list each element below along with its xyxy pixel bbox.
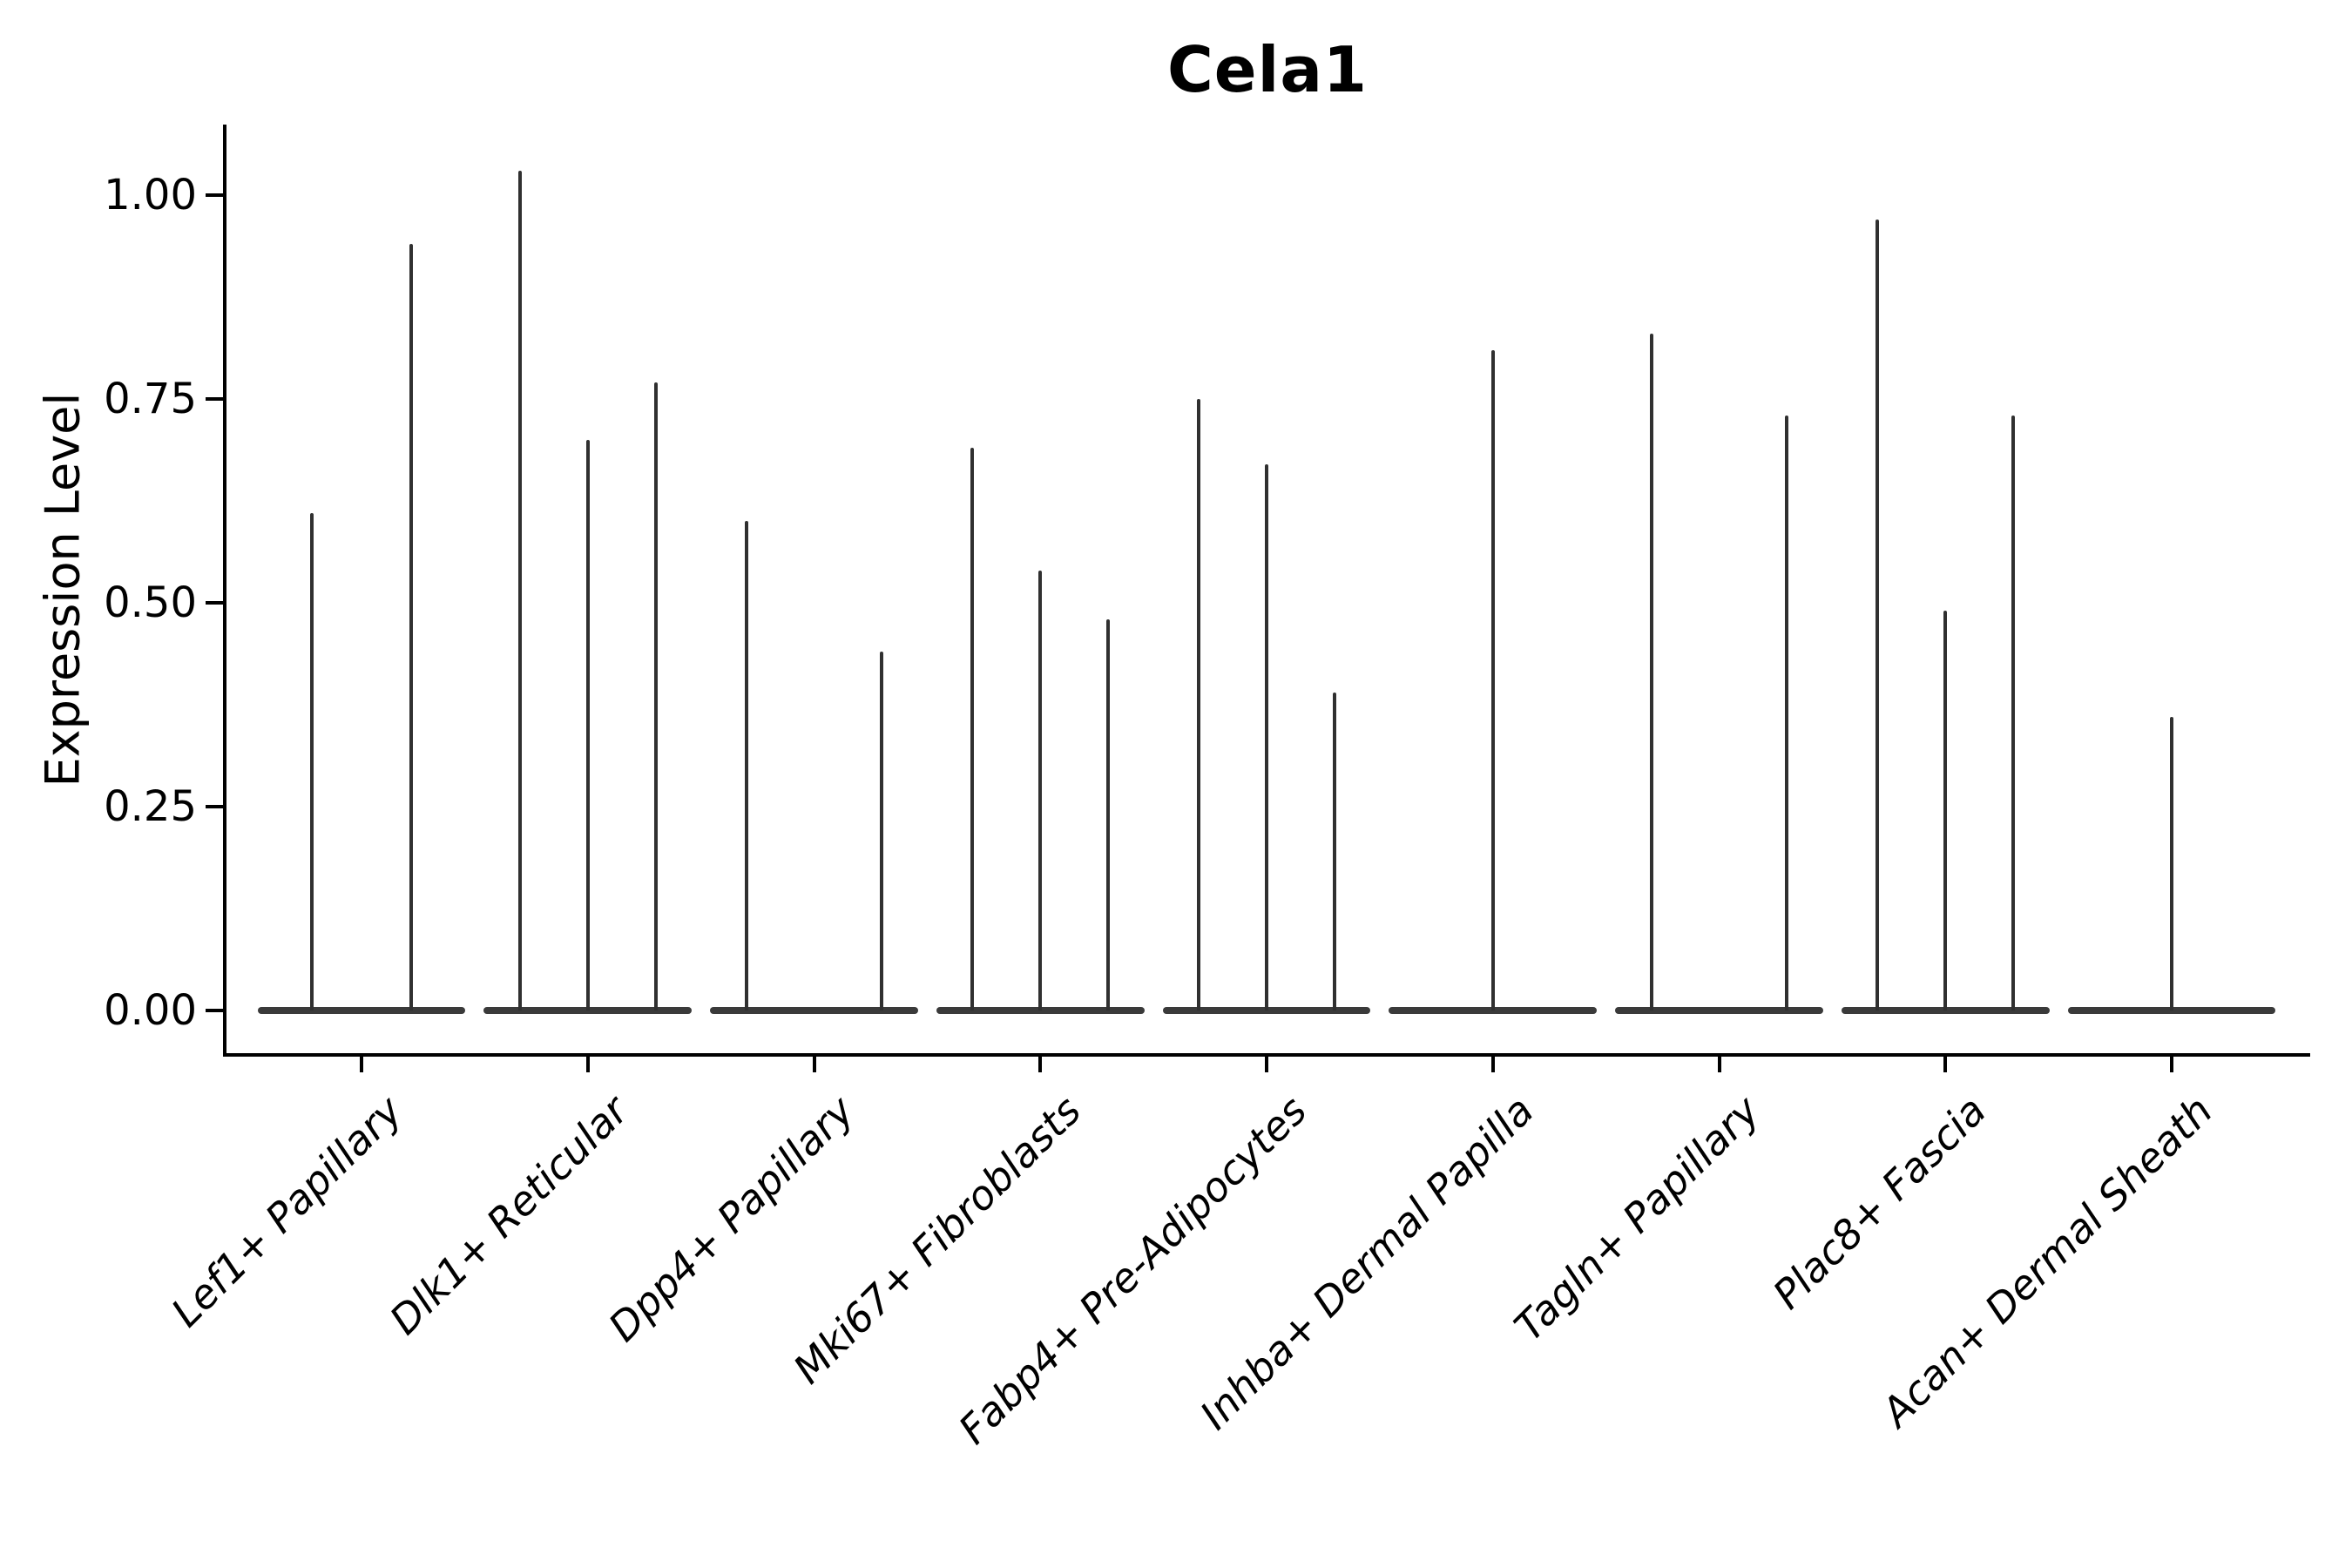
violin-spike [309, 513, 314, 1010]
x-tick-label: Dpp4+ Papillary [599, 1086, 864, 1351]
y-tick-label: 0.75 [104, 375, 197, 423]
violin-spike [880, 652, 884, 1010]
violin-spike [1038, 570, 1043, 1010]
x-tick-mark [1717, 1055, 1721, 1072]
violin-spike [970, 448, 975, 1010]
violin-spike [1197, 399, 1201, 1010]
violin-body [1162, 1007, 1371, 1014]
violin-body [1841, 1007, 2050, 1014]
violin-spike [2170, 717, 2173, 1010]
violin-spike [517, 170, 522, 1010]
violin-spike [744, 521, 748, 1010]
y-tick-label: 0.50 [104, 578, 197, 627]
y-tick-mark [206, 1009, 223, 1012]
x-tick-mark [812, 1055, 816, 1072]
x-tick-label: Lef1+ Papillary [161, 1086, 411, 1336]
violin-body [2067, 1007, 2276, 1014]
x-tick-label: Plac8+ Fascia [1763, 1086, 1996, 1318]
x-tick-label: Dlk1+ Reticular [380, 1086, 638, 1344]
violin-spike [1649, 334, 1653, 1010]
violin-body [936, 1007, 1145, 1014]
x-tick-mark [2170, 1055, 2173, 1072]
violin-spike [1785, 415, 1789, 1010]
y-tick-mark [206, 805, 223, 808]
x-tick-mark [1490, 1055, 1495, 1072]
violin-spike [1106, 618, 1111, 1010]
x-tick-mark [1038, 1055, 1043, 1072]
violin-body [1615, 1007, 1823, 1014]
x-tick-mark [585, 1055, 590, 1072]
violin-spike [1876, 220, 1880, 1010]
y-tick-label: 0.00 [104, 986, 197, 1035]
violin-body [483, 1007, 693, 1014]
x-tick-mark [360, 1055, 363, 1072]
y-tick-label: 1.00 [104, 171, 197, 220]
violin-body [257, 1007, 466, 1014]
x-tick-mark [1265, 1055, 1268, 1072]
violin-spike [1265, 463, 1268, 1010]
x-tick-label: Tagln+ Papillary [1504, 1086, 1769, 1350]
violin-body [1389, 1007, 1598, 1014]
x-tick-mark [1943, 1055, 1948, 1072]
violin-spike [1943, 611, 1948, 1010]
y-tick-label: 0.25 [104, 782, 197, 831]
violin-spike [2011, 415, 2016, 1010]
y-tick-mark [206, 193, 223, 197]
violin-spike [1332, 692, 1336, 1010]
violin-spike [585, 439, 590, 1010]
y-tick-mark [206, 397, 223, 401]
violin-spike [653, 382, 658, 1010]
y-axis-line [223, 125, 226, 1057]
violin-spike [1490, 349, 1495, 1010]
y-tick-mark [206, 601, 223, 605]
violin-body [710, 1007, 918, 1014]
violin-spike [409, 244, 414, 1010]
chart-title: Cela1 [1166, 33, 1369, 106]
